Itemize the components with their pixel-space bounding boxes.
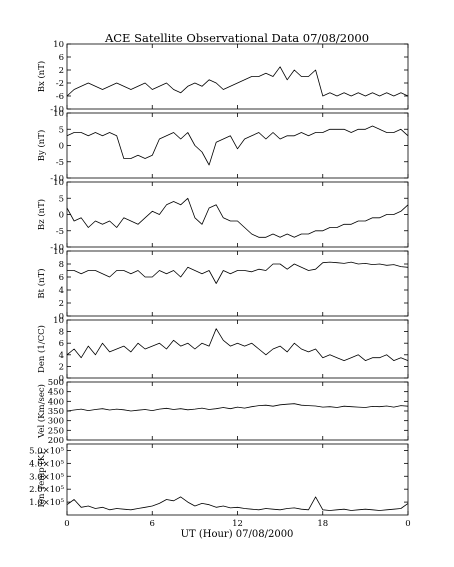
ytick-label-den: 0 [59,374,64,384]
panel-frame-bt [66,250,409,317]
panel-frame-bx [66,43,409,110]
x-axis-label: UT (Hour) 07/08/2000 [181,529,294,540]
ytick-label-bz: -5 [56,227,64,237]
ytick-label-vel: 400 [48,397,64,407]
panel-frame-ion-temp [66,443,409,516]
series-line-ion-temp [66,496,409,511]
panel-bx: 10 6 2 -2 -6 -10 Bx (nT) [36,40,409,115]
ytick-label-den: 6 [59,339,64,349]
ytick-label-vel: 450 [48,388,64,398]
ytick-label-ion-temp: 2.0×10⁵ [29,485,64,495]
y-axis-label-vel: Vel (Km/sec) [36,384,47,439]
ytick-label-bx: -2 [56,79,64,89]
ytick-label-by: 10 [53,109,64,119]
series-line-den [66,328,409,362]
panel-den: 10 86 42 0 Den (1/CC) [36,316,409,384]
ytick-label-bz: 0 [59,211,64,221]
x-tick-label: 12 [232,519,243,529]
ytick-label-bz: 5 [59,194,64,204]
ytick-label-ion-temp: 4.0×10⁵ [29,459,64,469]
ytick-label-den: 10 [53,316,64,326]
panel-bt: 10 8 6 4 2 0 Bt (nT) [36,247,409,322]
ytick-label-bx: -10 [50,105,64,115]
ytick-label-ion-temp: 1.0×10⁵ [29,498,64,508]
ytick-label-by: 0 [59,142,64,152]
x-tick-label: 0 [405,519,410,529]
ytick-label-bt: 10 [53,247,64,257]
ytick-label-vel: 500 [48,378,64,388]
series-line-bx [66,66,409,97]
series-line-vel [66,403,409,412]
panel-by: 10 5 0 -5 -10 By (nT) [36,109,409,184]
panel-bz: 10 5 0 -5 -10 Bz (nT) [36,178,409,253]
ytick-label-ion-temp: 3.0×10⁵ [29,472,64,482]
ytick-label-bx: 10 [53,40,64,50]
y-axis-label-ion-temp: Ion Temp (K) [36,452,47,508]
y-axis-label-bt: Bt (nT) [36,268,47,298]
ytick-label-ion-temp: 5.0×10⁵ [29,446,64,456]
ytick-label-by: -10 [50,174,64,184]
ytick-label-vel: 250 [48,426,64,436]
ytick-label-den: 8 [59,328,64,338]
ytick-label-bx: 6 [59,53,64,63]
ytick-label-vel: 300 [48,417,64,427]
ytick-label-den: 2 [59,362,64,372]
ytick-label-bx: -6 [56,92,64,102]
x-tick-label: 18 [317,519,328,529]
ytick-label-bt: 8 [59,260,64,270]
ytick-label-by: 5 [59,125,64,135]
y-axis-label-bz: Bz (nT) [36,199,47,230]
ytick-label-bx: 2 [59,66,64,76]
ytick-label-bt: 0 [59,312,64,322]
x-axis-ticks: 0 6 12 18 0 [64,519,410,529]
panel-frame-by [66,112,409,179]
x-tick-label: 0 [64,519,69,529]
ytick-label-bz: -10 [50,243,64,253]
ytick-label-by: -5 [56,158,64,168]
series-line-bz [66,197,409,238]
ytick-label-bt: 4 [59,286,64,296]
x-tick-label: 6 [150,519,155,529]
ytick-label-bt: 2 [59,299,64,309]
panel-frame-bz [66,181,409,248]
ytick-label-den: 4 [59,351,64,361]
ytick-label-vel: 200 [48,436,64,446]
y-axis-label-by: By (nT) [36,130,47,162]
chart-title: ACE Satellite Observational Data 07/08/2… [104,31,369,45]
series-line-by [66,125,409,166]
panels-group: 10 6 2 -2 -6 -10 Bx (nT) 10 5 0 -5 -10 By (nT) 10 5 0 -5… [29,40,409,516]
y-axis-label-bx: Bx (nT) [36,61,47,93]
series-line-bt [67,261,409,284]
ytick-label-bz: 10 [53,178,64,188]
panel-frame-den [66,319,409,379]
ytick-label-vel: 350 [48,407,64,417]
ytick-label-bt: 6 [59,273,64,283]
y-axis-label-den: Den (1/CC) [36,325,47,373]
panel-frame-vel [66,381,409,441]
